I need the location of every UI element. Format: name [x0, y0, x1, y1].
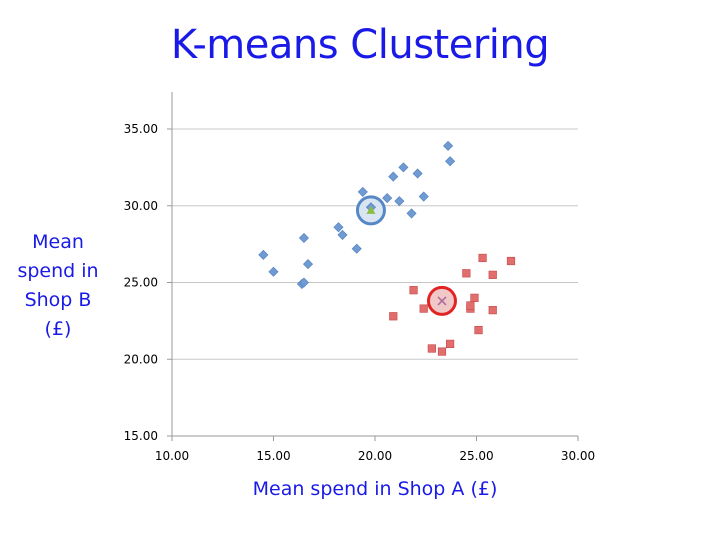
data-point [437, 347, 447, 356]
data-point [298, 277, 309, 288]
data-point [337, 229, 348, 240]
data-point [357, 186, 368, 197]
x-tick-label: 15.00 [256, 449, 290, 463]
y-axis-label-line: Shop B [24, 289, 92, 311]
data-point [333, 222, 344, 233]
data-point [258, 249, 269, 260]
y-tick-label: 25.00 [124, 276, 158, 290]
centroid-rings [355, 195, 457, 316]
data-point [488, 306, 497, 315]
data-point [446, 339, 455, 349]
data-point [462, 269, 471, 278]
data-point [427, 344, 436, 353]
data-point [474, 325, 483, 335]
y-tick-labels: 15.00 20.00 25.00 30.00 35.00 [124, 122, 158, 443]
data-point [506, 256, 516, 266]
x-tick-label: 25.00 [459, 449, 493, 463]
data-point [388, 171, 399, 182]
centroid-marker [366, 205, 376, 214]
data-point [406, 208, 417, 219]
y-tick-label: 30.00 [124, 199, 158, 213]
y-axis-label-line: spend in [17, 260, 99, 282]
data-point [302, 259, 314, 270]
data-points [258, 140, 516, 356]
axes [167, 92, 579, 441]
data-point [466, 301, 475, 310]
data-point [398, 162, 409, 173]
x-tick-label: 30.00 [561, 449, 595, 463]
data-point [419, 304, 428, 313]
data-point [418, 191, 429, 202]
slide-title: K-means Clustering [170, 22, 550, 68]
data-point [412, 168, 423, 179]
centroid-marker [437, 296, 447, 306]
y-axis-label-line: Mean [32, 231, 84, 253]
data-point [268, 266, 279, 277]
gridlines [172, 128, 578, 360]
x-tick-labels: 10.00 15.00 20.00 25.00 30.00 [155, 449, 595, 463]
x-tick-label: 20.00 [358, 449, 392, 463]
data-point [389, 312, 398, 321]
data-point [351, 243, 362, 254]
data-point [443, 140, 454, 151]
data-point [409, 286, 418, 295]
y-tick-label: 15.00 [124, 429, 158, 443]
centroid-markers [366, 205, 447, 306]
y-axis-label-line: (£) [44, 318, 72, 340]
data-point [394, 196, 405, 207]
data-point [445, 156, 456, 167]
data-point [382, 193, 393, 204]
y-tick-label: 20.00 [124, 352, 158, 366]
y-tick-label: 35.00 [124, 122, 158, 136]
data-point [298, 232, 309, 244]
x-tick-label: 10.00 [155, 449, 189, 463]
data-point [478, 253, 487, 263]
y-axis-label: Mean spend in Shop B (£) [12, 228, 104, 344]
data-point [470, 293, 479, 302]
data-point [488, 270, 497, 279]
x-axis-label: Mean spend in Shop A (£) [252, 478, 498, 500]
